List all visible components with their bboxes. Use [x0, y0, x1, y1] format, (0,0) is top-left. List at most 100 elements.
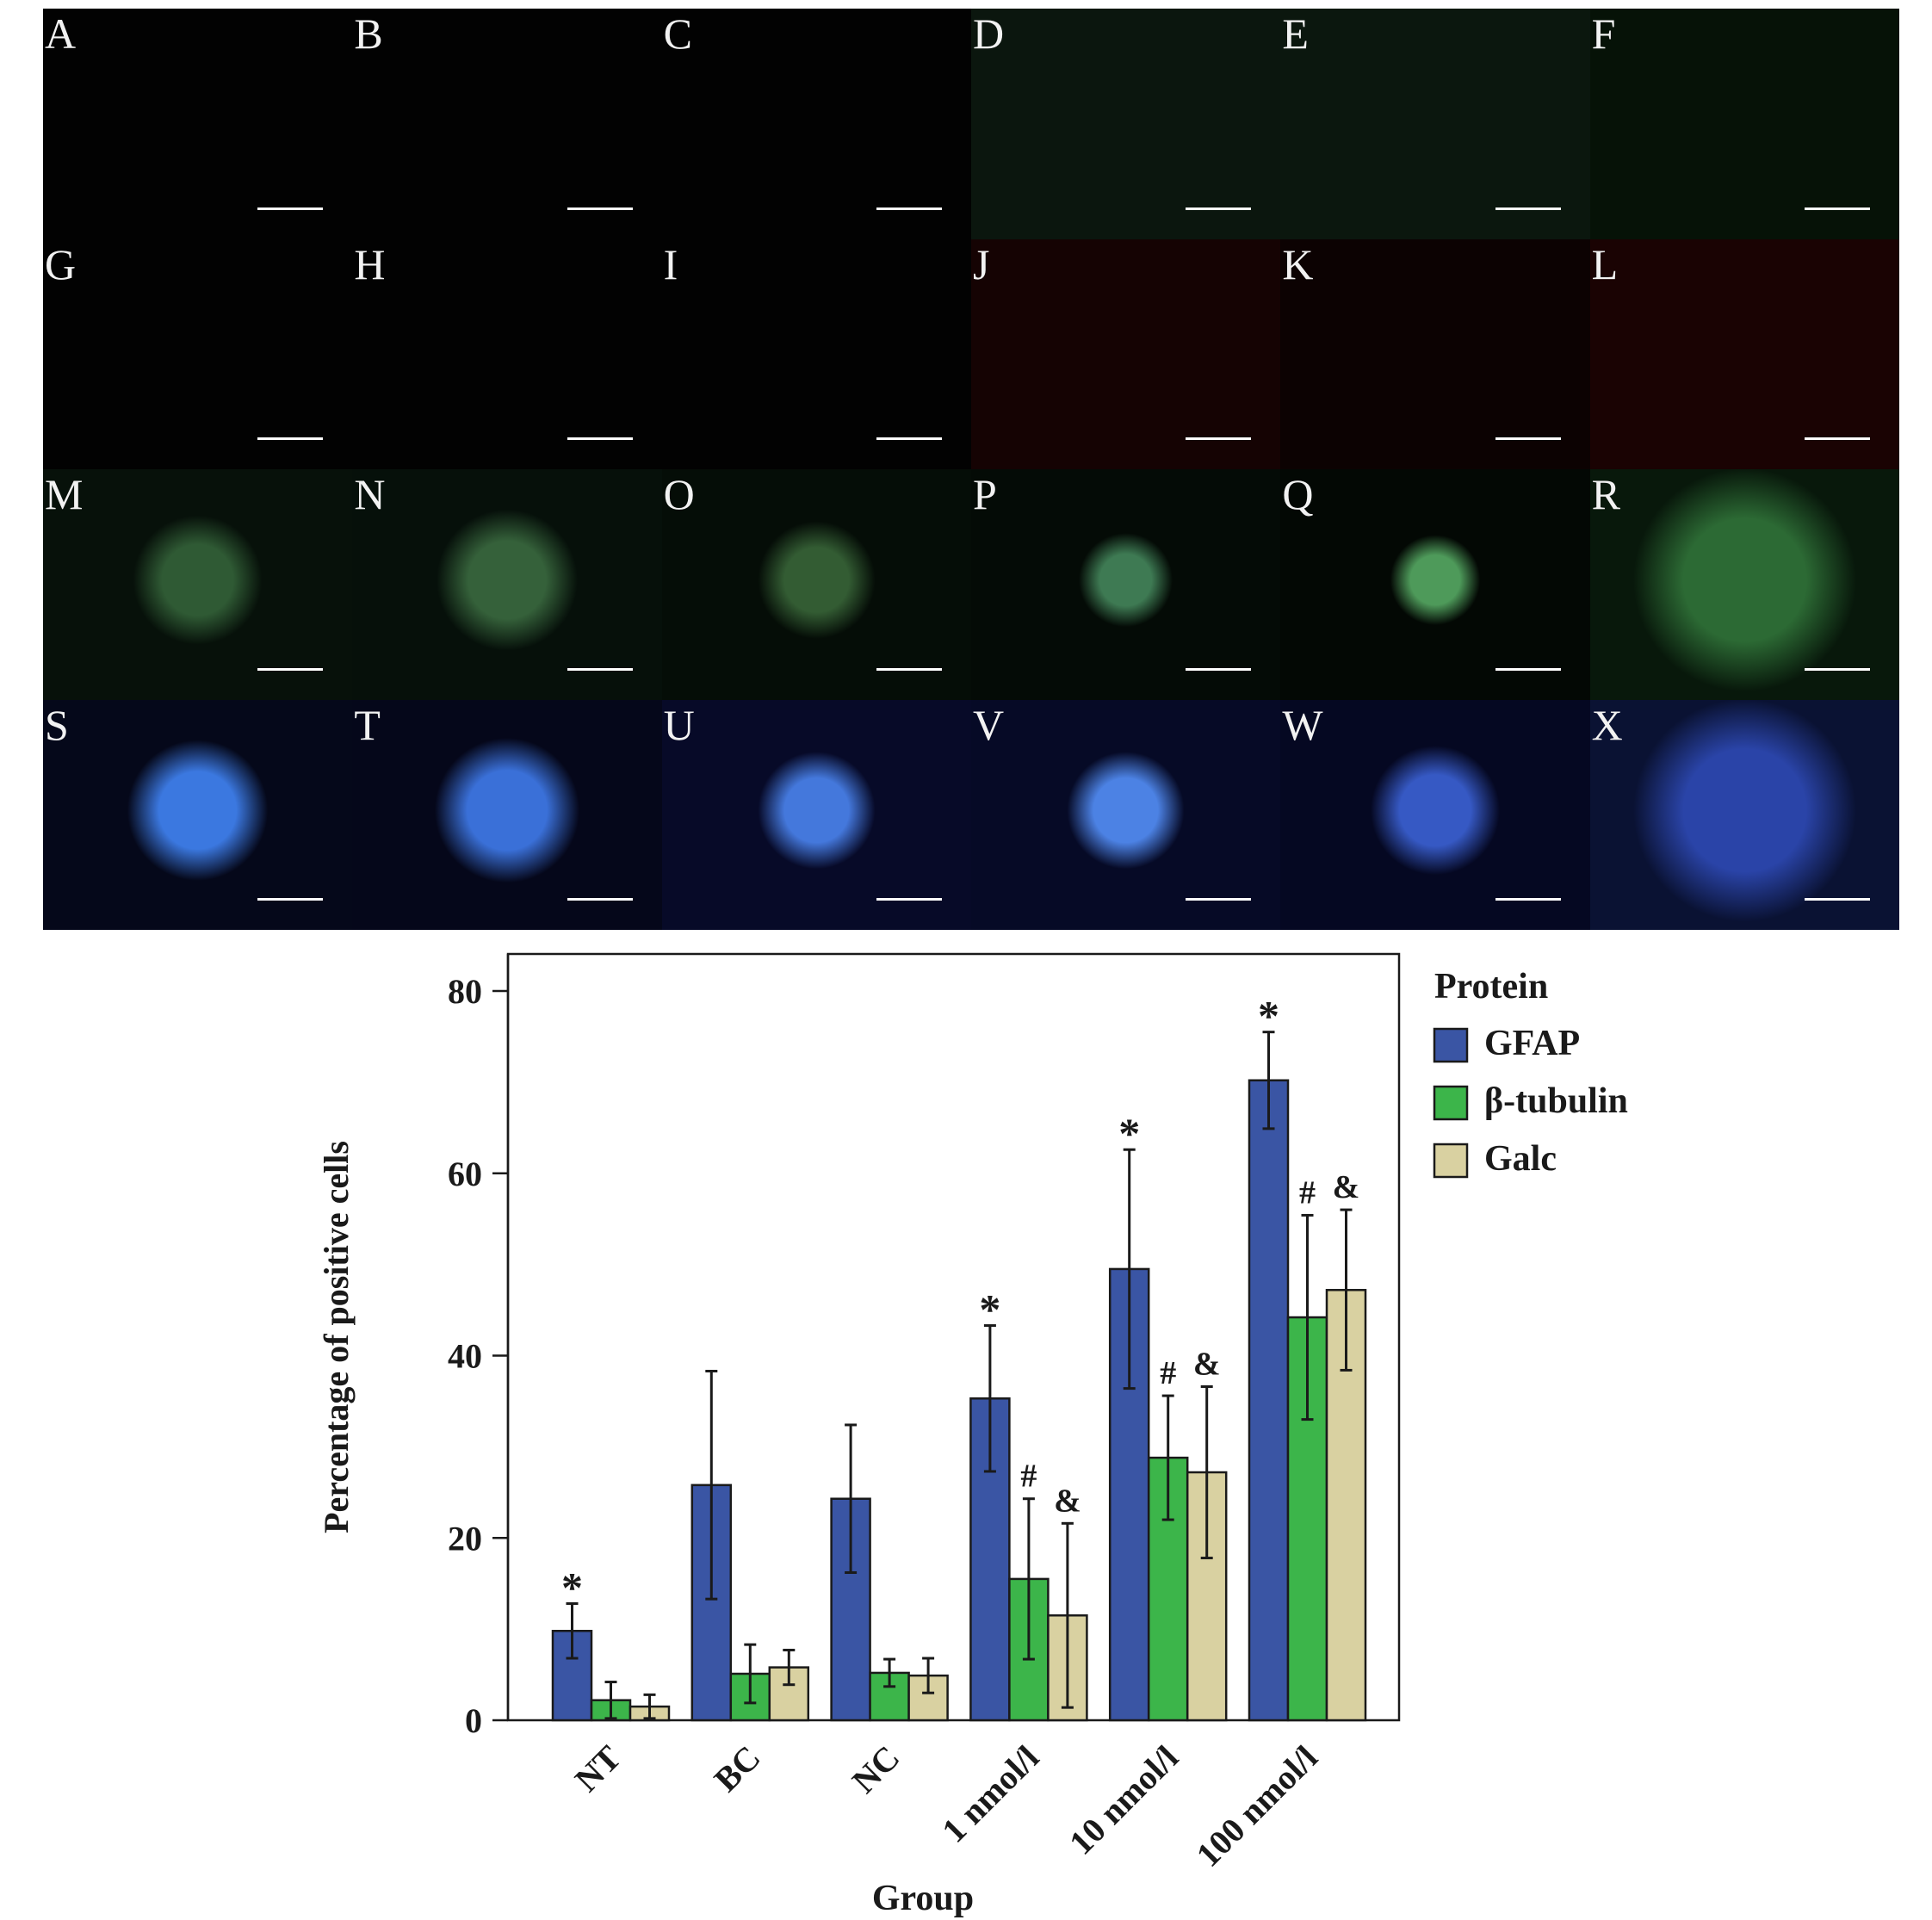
scale-bar: [567, 437, 633, 440]
panel-letter: M: [45, 470, 84, 518]
micrograph-panel-k: K: [1280, 238, 1590, 469]
scale-bar: [257, 667, 324, 671]
panel-letter: L: [1591, 239, 1619, 288]
panel-letter: O: [663, 470, 695, 518]
micrograph-panel-i: I: [661, 238, 971, 469]
x-tick-label: 100 nmol/l: [1189, 1738, 1325, 1874]
micrograph-grid: A B C D E F G H I J K L M N O P Q R S T U V W X: [43, 9, 1899, 930]
scale-bar: [1805, 437, 1870, 440]
scale-bar: [1805, 898, 1870, 901]
micrograph-panel-x: X: [1589, 699, 1899, 930]
significance-marker: *: [561, 1563, 583, 1611]
micrograph-panel-l: L: [1589, 238, 1899, 469]
y-tick-label: 80: [448, 972, 482, 1011]
micrograph-panel-n: N: [352, 469, 662, 700]
panel-letter: D: [973, 9, 1005, 58]
bar-GFAP-100 nmol/l: [1248, 1079, 1290, 1722]
significance-marker: #: [1160, 1355, 1176, 1391]
scale-bar: [567, 898, 633, 901]
x-tick-label: NT: [567, 1737, 629, 1799]
panel-letter: P: [973, 470, 997, 518]
x-tick-label: 10 nmol/l: [1062, 1738, 1186, 1862]
scale-bar: [1805, 207, 1870, 210]
panel-letter: K: [1282, 239, 1314, 288]
y-tick-label: 0: [465, 1701, 482, 1740]
scale-bar: [1186, 667, 1252, 671]
scale-bar: [1495, 898, 1561, 901]
micrograph-panel-w: W: [1280, 699, 1590, 930]
x-axis-tick-labels: NT BC NC 1 nmol/l 10 nmol/l 100 nmol/l: [567, 1737, 1325, 1874]
scale-bar: [257, 437, 324, 440]
scale-bar: [257, 898, 324, 901]
panel-letter: U: [663, 700, 695, 749]
significance-marker: &: [1054, 1483, 1081, 1519]
micrograph-panel-e: E: [1280, 9, 1590, 239]
panel-letter: N: [354, 470, 386, 518]
scale-bar: [1495, 207, 1561, 210]
micrograph-panel-v: V: [971, 699, 1281, 930]
scale-bar: [1186, 898, 1252, 901]
scale-bar: [876, 898, 942, 901]
x-axis-label: Group: [872, 1879, 974, 1918]
panel-letter: T: [354, 700, 381, 749]
x-tick-label: BC: [707, 1738, 768, 1799]
legend-swatch-β-tubulin: [1433, 1085, 1469, 1121]
x-tick-label: 1 nmol/l: [934, 1738, 1046, 1850]
scale-bar: [567, 667, 633, 671]
micrograph-panel-p: P: [971, 469, 1281, 700]
y-tick-label: 40: [448, 1337, 482, 1376]
legend-label: Galc: [1484, 1139, 1557, 1179]
scale-bar: [1805, 667, 1870, 671]
micrograph-panel-c: C: [661, 9, 971, 239]
significance-marker: #: [1020, 1459, 1037, 1495]
scale-bar: [876, 437, 942, 440]
significance-marker: &: [1333, 1169, 1360, 1205]
panel-letter: S: [45, 700, 69, 749]
micrograph-panel-r: R: [1589, 469, 1899, 700]
panel-letter: G: [45, 239, 77, 288]
micrograph-panel-u: U: [661, 699, 971, 930]
panel-letter: F: [1591, 9, 1616, 58]
micrograph-panel-q: Q: [1280, 469, 1590, 700]
panel-letter: I: [663, 239, 678, 288]
y-axis-ticks: 0 20 40 60 80: [448, 972, 508, 1740]
significance-marker: *: [1118, 1109, 1140, 1157]
panel-letter: A: [45, 9, 77, 58]
micrograph-panel-t: T: [352, 699, 662, 930]
micrograph-panel-h: H: [352, 238, 662, 469]
scale-bar: [1495, 667, 1561, 671]
significance-marker: *: [979, 1285, 1000, 1334]
panel-letter: Q: [1282, 470, 1314, 518]
micrograph-panel-b: B: [352, 9, 662, 239]
legend-title: Protein: [1434, 967, 1548, 1006]
panel-letter: B: [354, 9, 383, 58]
bar-GFAP-1 nmol/l: [969, 1397, 1011, 1722]
scale-bar: [1186, 207, 1252, 210]
scale-bar: [567, 207, 633, 210]
panel-letter: V: [973, 700, 1005, 749]
scale-bar: [1495, 437, 1561, 440]
significance-marker: *: [1258, 992, 1279, 1040]
legend: Protein GFAP β-tubulin Galc: [1433, 967, 1628, 1179]
panel-letter: E: [1282, 9, 1309, 58]
legend-label: GFAP: [1484, 1024, 1580, 1063]
micrograph-panel-j: J: [971, 238, 1281, 469]
micrograph-panel-d: D: [971, 9, 1281, 239]
y-axis-label: Percentage of positive cells: [317, 1141, 356, 1533]
legend-swatch-GFAP: [1433, 1027, 1469, 1063]
panel-letter: W: [1282, 700, 1323, 749]
panel-letter: J: [973, 239, 990, 288]
micrograph-panel-f: F: [1589, 9, 1899, 239]
panel-letter: R: [1591, 470, 1621, 518]
scale-bar: [876, 207, 942, 210]
x-tick-label: NC: [845, 1738, 907, 1801]
panel-letter: H: [354, 239, 386, 288]
micrograph-panel-m: M: [43, 469, 353, 700]
significance-marker: #: [1299, 1174, 1316, 1211]
scale-bar: [257, 207, 324, 210]
panel-letter: X: [1591, 700, 1623, 749]
micrograph-panel-a: A: [43, 9, 353, 239]
significance-marker: &: [1193, 1346, 1221, 1382]
bars: ****###&&&: [551, 992, 1367, 1722]
